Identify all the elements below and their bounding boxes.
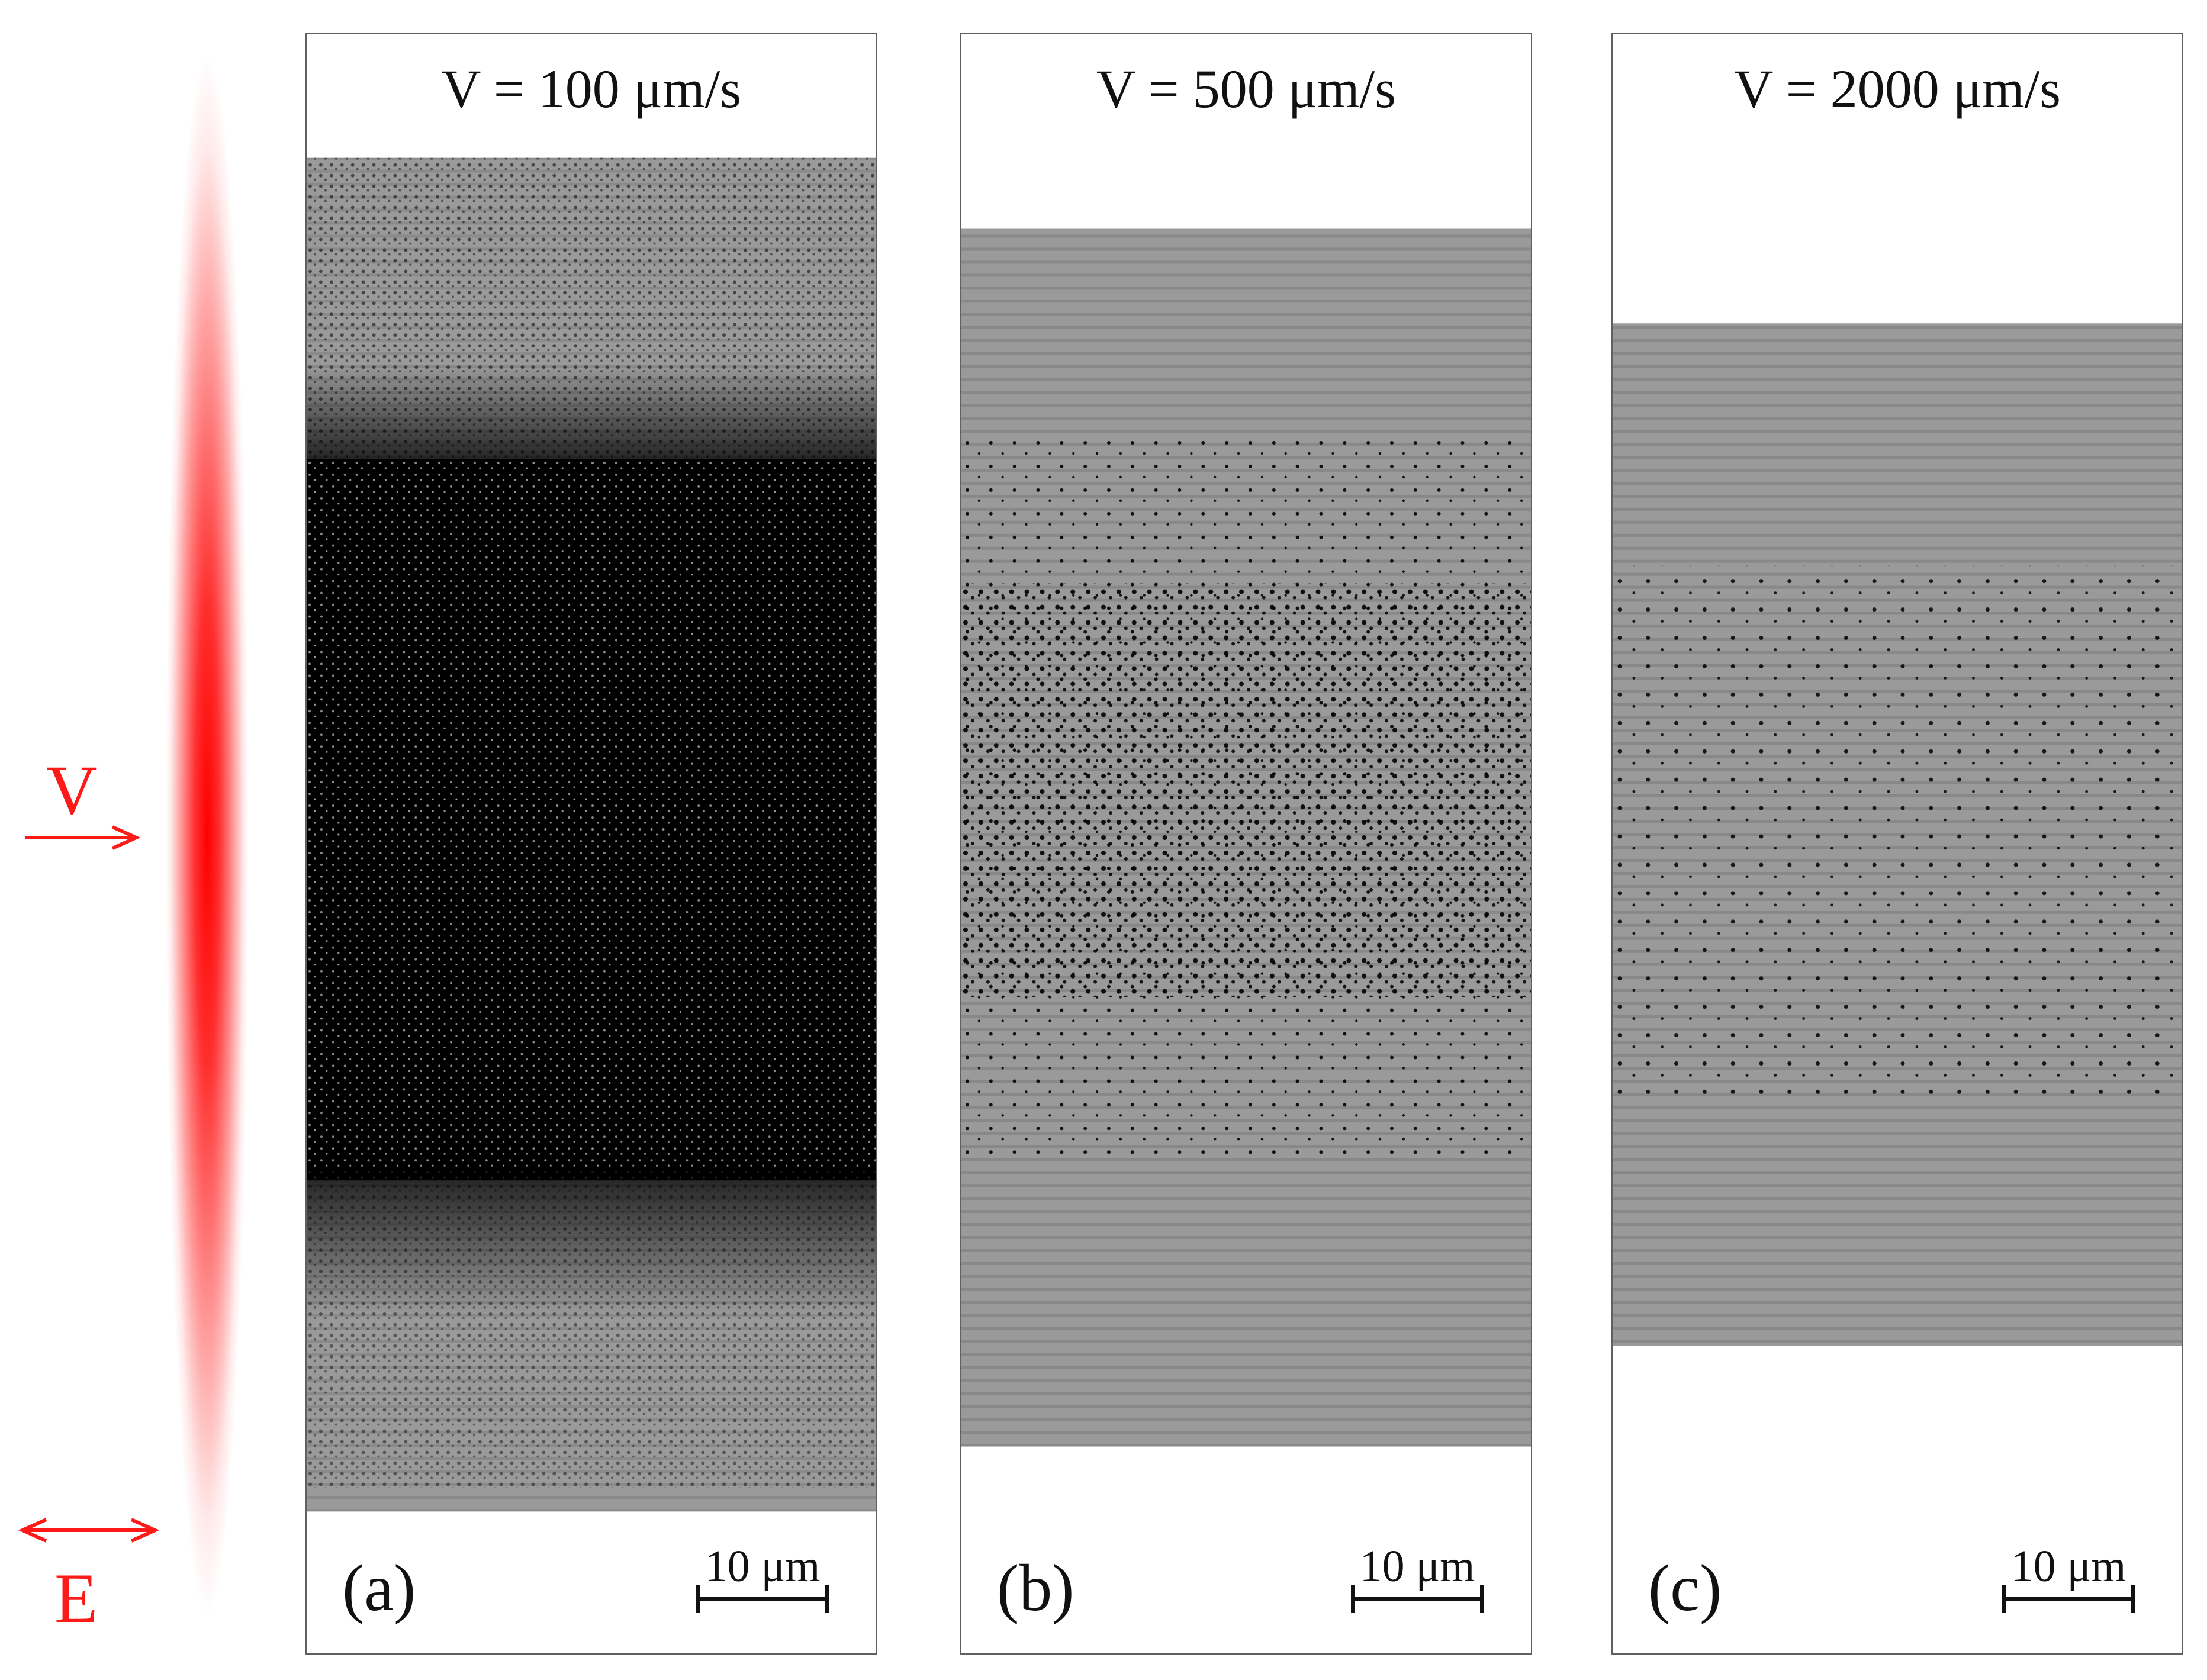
field-label: E (54, 1559, 98, 1637)
scale-bar-a: 10 μm (696, 1541, 829, 1624)
scale-bar-c: 10 μm (2002, 1541, 2135, 1624)
scale-bar-b: 10 μm (1351, 1541, 1484, 1624)
laser-beam-profile (166, 53, 249, 1616)
micrograph-texture-c (1613, 323, 2182, 1346)
velocity-arrow-icon (25, 825, 141, 850)
panel-label-c: (c) (1648, 1552, 1722, 1625)
scale-bar-label-b: 10 μm (1359, 1541, 1475, 1591)
scale-bar-line-a (696, 1585, 829, 1613)
micrograph-panel-a: V = 100 μm/s (a) 10 μm (305, 33, 877, 1655)
micrograph-panel-c: V = 2000 μm/s (c) 10 μm (1611, 33, 2183, 1655)
micrograph-panel-b: V = 500 μm/s (b) 10 μm (960, 33, 1532, 1655)
micrograph-texture-a (307, 157, 876, 1512)
scale-bar-label-c: 10 μm (2010, 1541, 2126, 1591)
panel-title-c: V = 2000 μm/s (1734, 59, 2061, 119)
panel-label-b: (b) (997, 1552, 1074, 1625)
scale-bar-line-b (1351, 1585, 1484, 1613)
panel-title-b: V = 500 μm/s (1096, 59, 1396, 119)
field-double-arrow-icon (18, 1518, 160, 1543)
panel-title-a: V = 100 μm/s (442, 59, 741, 119)
panel-label-a: (a) (342, 1552, 416, 1625)
micrograph-texture-b (961, 228, 1531, 1447)
scale-bar-line-c (2002, 1585, 2135, 1613)
velocity-label: V (46, 751, 98, 829)
scale-bar-label-a: 10 μm (704, 1541, 821, 1591)
